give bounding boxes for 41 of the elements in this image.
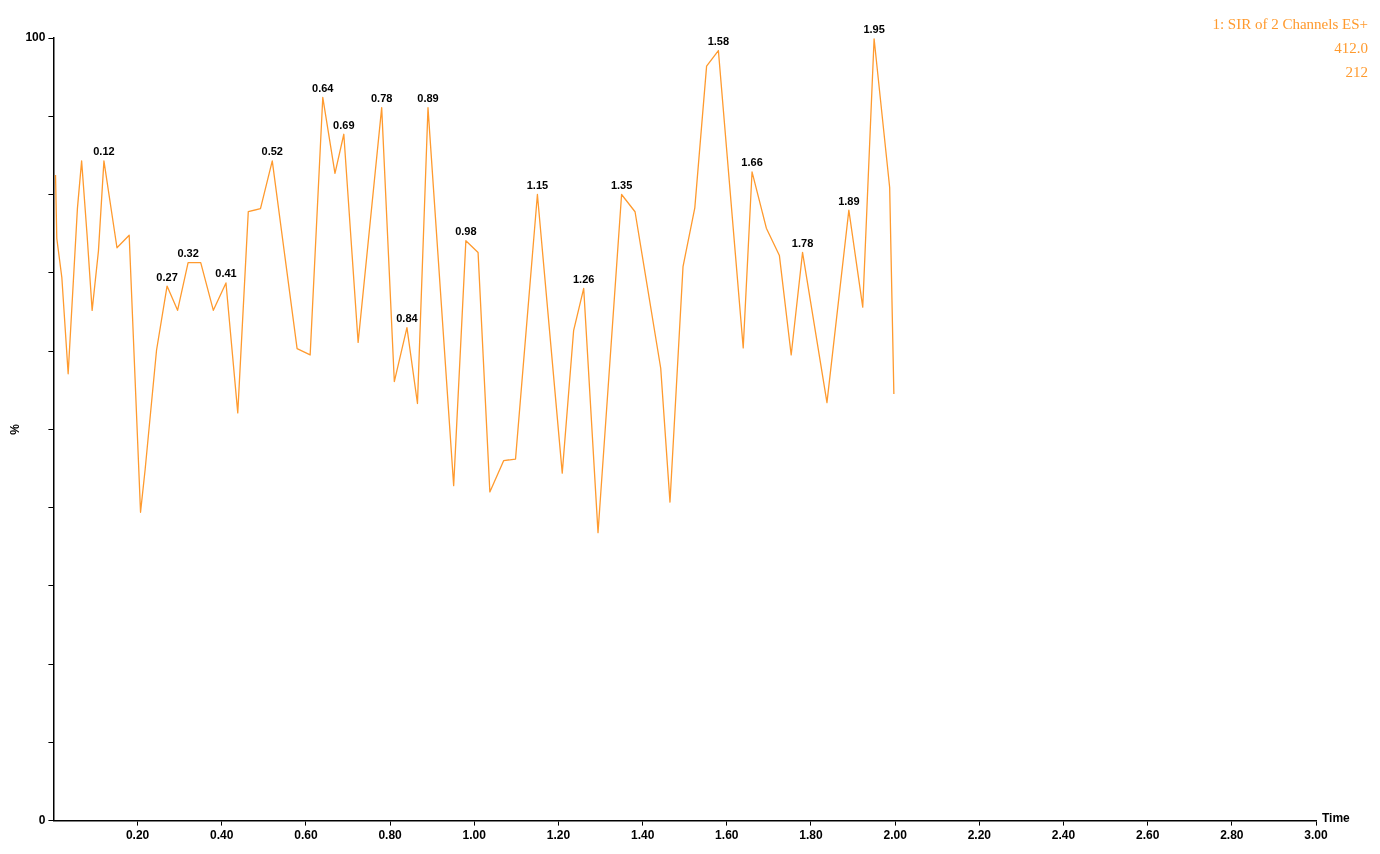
annotation: 1.35 bbox=[610, 179, 633, 192]
annotation: 1.66 bbox=[741, 156, 763, 169]
annotation: 0.32 bbox=[177, 247, 199, 260]
annotation: 1.15 bbox=[526, 179, 549, 192]
annotation: 0.41 bbox=[215, 267, 237, 280]
annotation: 1.26 bbox=[572, 272, 595, 285]
x-tick-label: 1.80 bbox=[799, 828, 823, 843]
annotation: 0.84 bbox=[396, 312, 419, 325]
annotation: 1.95 bbox=[863, 23, 885, 36]
x-tick-label: 2.40 bbox=[1051, 828, 1076, 843]
annotation: 0.78 bbox=[370, 92, 393, 105]
annotation: 0.98 bbox=[455, 225, 477, 238]
x-tick-label: 2.20 bbox=[967, 828, 992, 843]
annotation: 0.69 bbox=[333, 118, 355, 131]
x-axis-title: Time bbox=[1322, 810, 1351, 825]
x-tick-label: 0.20 bbox=[125, 828, 150, 843]
x-tick-label: 1.60 bbox=[715, 828, 739, 843]
annotation: 1.89 bbox=[838, 194, 860, 207]
x-tick-label: 3.00 bbox=[1304, 828, 1328, 843]
annotation: 1.78 bbox=[791, 236, 814, 249]
y-axis-title: % bbox=[7, 423, 22, 435]
x-tick-label: 1.00 bbox=[462, 828, 487, 843]
x-tick-label: 1.40 bbox=[630, 828, 655, 843]
text: 412.0 bbox=[1334, 40, 1368, 57]
annotation: 0.89 bbox=[417, 92, 439, 105]
annotation: 0.12 bbox=[93, 145, 115, 158]
x-tick-label: 2.80 bbox=[1220, 828, 1244, 843]
x-tick-label: 0.40 bbox=[210, 828, 234, 843]
x-tick-label: 0.60 bbox=[294, 828, 318, 843]
annotation: 0.52 bbox=[261, 145, 283, 158]
annotation: 0.64 bbox=[312, 82, 335, 95]
x-tick-label: 1.20 bbox=[546, 828, 571, 843]
annotation: 0.27 bbox=[156, 270, 178, 283]
text: 1: SIR of 2 Channels ES+ bbox=[1212, 16, 1368, 33]
x-tick-label: 2.60 bbox=[1135, 828, 1160, 843]
annotation: 1.58 bbox=[707, 35, 730, 48]
text: 212 bbox=[1345, 64, 1368, 81]
x-tick-label: 2.00 bbox=[883, 828, 908, 843]
y-tick-label: 0 bbox=[38, 812, 46, 827]
y-tick-label: 100 bbox=[25, 30, 46, 45]
x-tick-label: 0.80 bbox=[378, 828, 403, 843]
